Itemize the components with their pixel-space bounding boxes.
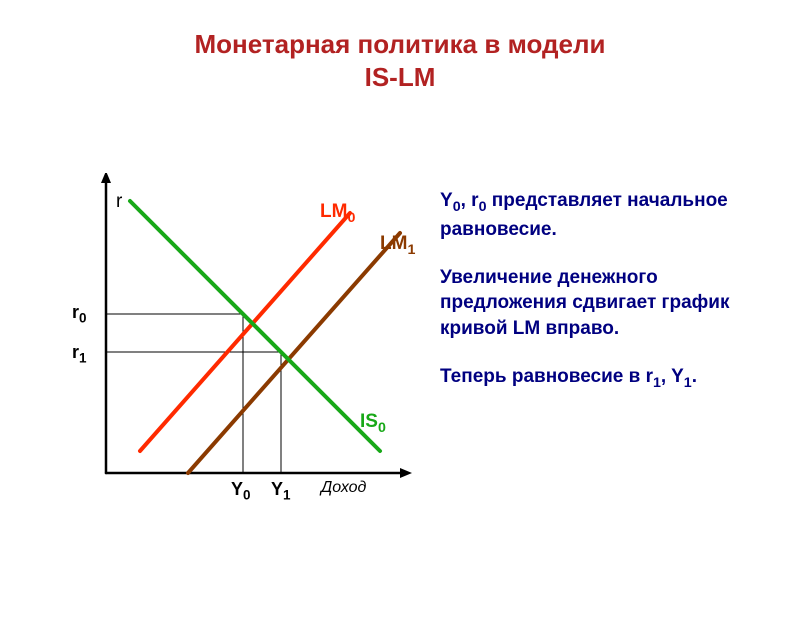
para-1: Y0, r0 представляет начальное равновесие… bbox=[440, 188, 770, 243]
title-line1: Монетарная политика в модели bbox=[195, 29, 606, 59]
x-axis-label: Доход bbox=[321, 479, 366, 497]
para-3: Теперь равновесие в r1, Y1. bbox=[440, 364, 770, 393]
y-axis-label: r bbox=[116, 191, 122, 213]
tick-y0: Y0 bbox=[231, 479, 251, 503]
explanation-text: Y0, r0 представляет начальное равновесие… bbox=[440, 188, 770, 415]
para-2: Увеличение денежного предложения сдвигае… bbox=[440, 265, 770, 342]
curve-label-lm1: LM1 bbox=[380, 233, 415, 258]
tick-y1: Y1 bbox=[271, 479, 291, 503]
curve-label-lm0: LM0 bbox=[320, 201, 355, 226]
tick-r1: r1 bbox=[72, 342, 87, 366]
title-line2: IS-LM bbox=[365, 62, 436, 92]
islm-chart: r Доход LM0 LM1 IS0 r0 r1 Y0 Y1 bbox=[60, 173, 420, 553]
slide-title: Монетарная политика в модели IS-LM bbox=[0, 28, 800, 93]
tick-r0: r0 bbox=[72, 302, 87, 326]
curve-label-is0: IS0 bbox=[360, 411, 386, 436]
